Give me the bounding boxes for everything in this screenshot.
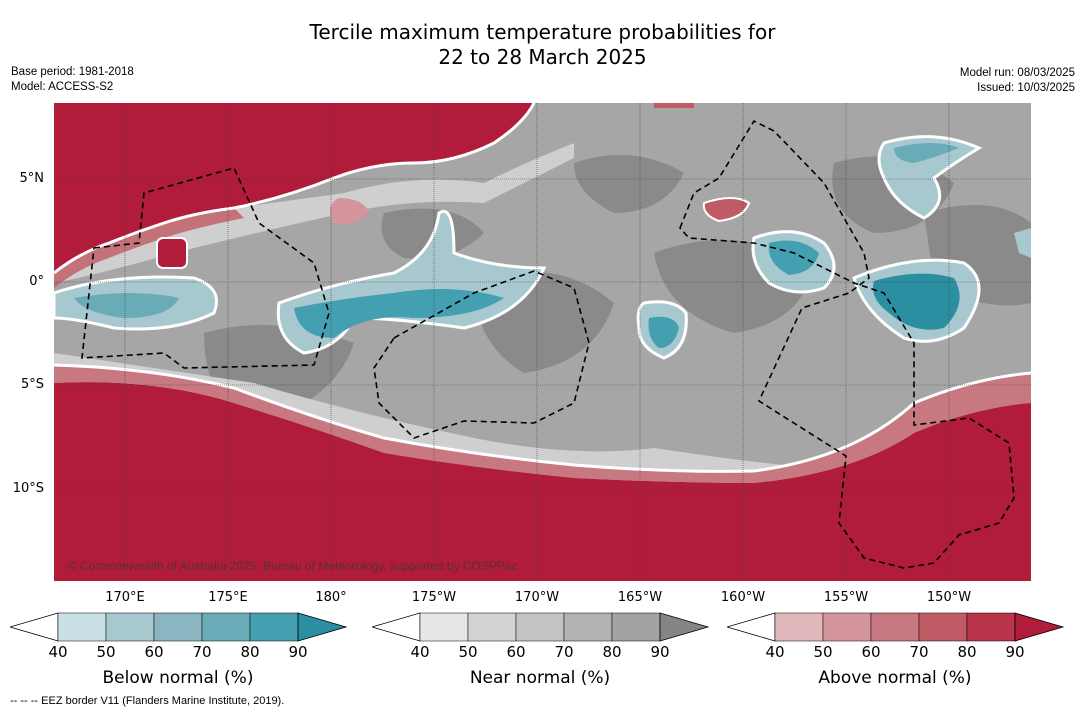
colorbar-below-extend-low bbox=[10, 612, 59, 642]
lat-label-0: 0° bbox=[29, 274, 44, 289]
near-normal-high-patches bbox=[204, 155, 1031, 423]
probability-map: © Commonwealth of Australia 2025, Bureau… bbox=[54, 103, 1031, 581]
colorbar-below-normal bbox=[10, 612, 348, 642]
model-name: Model: ACCESS-S2 bbox=[11, 80, 114, 93]
above-normal-top-sliver bbox=[654, 103, 694, 108]
cbar1-tick-70: 70 bbox=[192, 643, 212, 661]
title-line-1: Tercile maximum temperature probabilitie… bbox=[309, 20, 776, 44]
base-period: Base period: 1981-2018 bbox=[11, 66, 134, 78]
meta-left: Base period: 1981-2018 Model: ACCESS-S2 bbox=[11, 65, 134, 94]
copyright-text: © Commonwealth of Australia 2025, Bureau… bbox=[68, 559, 518, 573]
forty-pct-contour-north bbox=[54, 103, 536, 275]
cbar1-tick-40: 40 bbox=[48, 643, 68, 661]
lon-label-175e: 175°E bbox=[208, 590, 248, 605]
model-run: Model run: 08/03/2025 bbox=[959, 67, 1075, 79]
cbar1-tick-80: 80 bbox=[240, 643, 260, 661]
colorbar-title-above: Above normal (%) bbox=[818, 668, 972, 688]
lon-label-180: 180° bbox=[315, 590, 347, 605]
issued-date: Issued: 10/03/2025 bbox=[977, 81, 1075, 94]
forty-pct-contour-south bbox=[54, 363, 1031, 473]
cbar2-tick-70: 70 bbox=[554, 643, 574, 661]
eez-borders bbox=[81, 119, 1015, 569]
lon-label-175w: 175°W bbox=[411, 590, 457, 605]
lon-label-150w: 150°W bbox=[926, 590, 972, 605]
meta-right: Model run: 08/03/2025 Issued: 10/03/2025 bbox=[960, 66, 1075, 95]
cbar2-tick-90: 90 bbox=[650, 643, 670, 661]
cbar2-tick-80: 80 bbox=[602, 643, 622, 661]
above-normal-north bbox=[54, 103, 534, 273]
lat-label-5s: 5°S bbox=[20, 377, 44, 392]
cbar2-tick-40: 40 bbox=[410, 643, 430, 661]
cbar3-tick-90: 90 bbox=[1005, 643, 1025, 661]
cbar3-tick-50: 50 bbox=[813, 643, 833, 661]
cbar3-tick-70: 70 bbox=[909, 643, 929, 661]
cbar2-tick-60: 60 bbox=[506, 643, 526, 661]
lat-label-5n: 5°N bbox=[19, 171, 45, 186]
above-normal-spot-east bbox=[702, 197, 751, 223]
colorbar-above-normal bbox=[727, 612, 1065, 642]
above-normal-south-fade bbox=[54, 365, 1031, 483]
lon-label-170w: 170°W bbox=[514, 590, 560, 605]
cbar3-tick-60: 60 bbox=[861, 643, 881, 661]
cbar2-tick-50: 50 bbox=[458, 643, 478, 661]
cbar1-tick-60: 60 bbox=[144, 643, 164, 661]
graticule bbox=[54, 103, 1031, 581]
colorbar-near-normal bbox=[372, 612, 710, 642]
colorbar-title-below: Below normal (%) bbox=[102, 668, 254, 688]
lon-label-155w: 155°W bbox=[823, 590, 869, 605]
eez-footnote: -- -- -- EEZ border V11 (Flanders Marine… bbox=[10, 695, 285, 707]
cbar1-tick-90: 90 bbox=[288, 643, 308, 661]
above-normal-spot-west bbox=[156, 237, 188, 269]
map-title: Tercile maximum temperature probabilitie… bbox=[0, 20, 1085, 70]
above-normal-spot-central bbox=[329, 198, 369, 225]
above-normal-north-fade bbox=[54, 208, 244, 288]
lon-label-160w: 160°W bbox=[720, 590, 766, 605]
lon-label-170e: 170°E bbox=[105, 590, 145, 605]
below-normal-regions bbox=[54, 135, 1031, 360]
lat-label-10s: 10°S bbox=[12, 481, 44, 496]
cbar3-tick-80: 80 bbox=[957, 643, 977, 661]
colorbar-title-near: Near normal (%) bbox=[469, 668, 611, 688]
cbar1-tick-50: 50 bbox=[96, 643, 116, 661]
lon-label-165w: 165°W bbox=[617, 590, 663, 605]
above-normal-south bbox=[54, 382, 1031, 581]
title-line-2: 22 to 28 March 2025 bbox=[438, 45, 647, 69]
cbar3-tick-40: 40 bbox=[765, 643, 785, 661]
